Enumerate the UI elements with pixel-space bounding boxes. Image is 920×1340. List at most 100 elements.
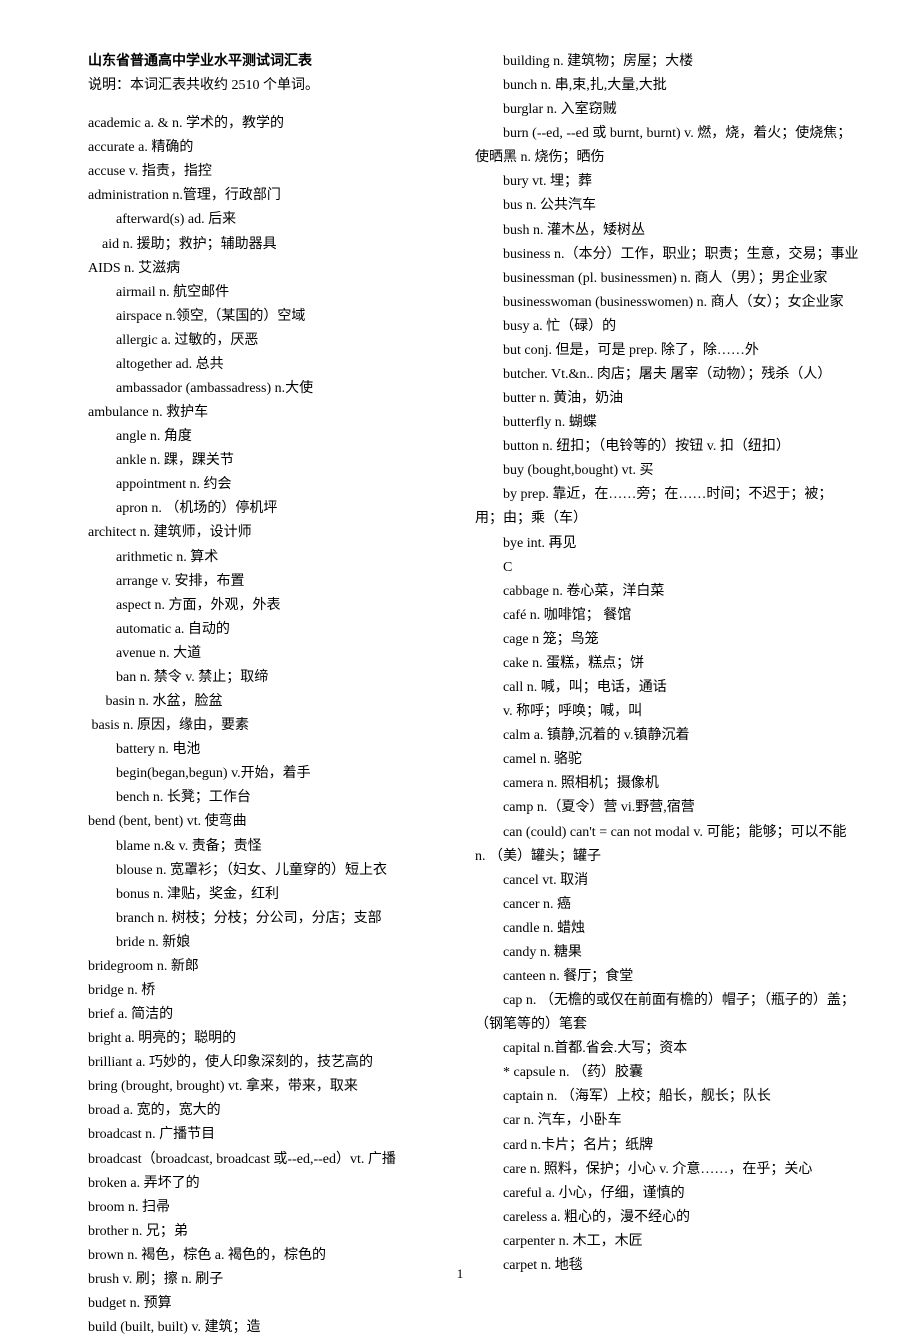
vocab-entry: C: [475, 556, 860, 580]
vocab-entry: cage n 笼；鸟笼: [475, 628, 860, 652]
vocab-entry: candle n. 蜡烛: [475, 917, 860, 941]
vocab-entry: blouse n. 宽罩衫；（妇女、儿童穿的）短上衣: [60, 859, 445, 883]
vocab-entry: afterward(s) ad. 后来: [60, 208, 445, 232]
vocab-entry: capital n.首都.省会.大写；资本: [475, 1037, 860, 1061]
vocab-entry: careless a. 粗心的，漫不经心的: [475, 1206, 860, 1230]
vocab-entry: café n. 咖啡馆； 餐馆: [475, 604, 860, 628]
doc-intro: 说明：本词汇表共收约 2510 个单词。: [60, 74, 445, 98]
vocab-entry: airmail n. 航空邮件: [60, 281, 445, 305]
vocab-entry: bridge n. 桥: [60, 979, 445, 1003]
vocab-entry: broken a. 弄坏了的: [60, 1172, 445, 1196]
vocab-entry: bush n. 灌木丛，矮树丛: [475, 219, 860, 243]
vocab-entry: basis n. 原因，缘由，要素: [60, 714, 445, 738]
vocab-entry: bus n. 公共汽车: [475, 194, 860, 218]
vocab-entry: bunch n. 串,束,扎,大量,大批: [475, 74, 860, 98]
vocab-entry: budget n. 预算: [60, 1292, 445, 1316]
doc-title: 山东省普通高中学业水平测试词汇表: [60, 50, 445, 74]
vocab-entry: cancel vt. 取消: [475, 869, 860, 893]
vocab-entry: begin(began,begun) v.开始，着手: [60, 762, 445, 786]
vocab-entry: basin n. 水盆，脸盆: [60, 690, 445, 714]
vocab-entry: bride n. 新娘: [60, 931, 445, 955]
vocab-entry: camera n. 照相机；摄像机: [475, 772, 860, 796]
vocab-entry: cabbage n. 卷心菜，洋白菜: [475, 580, 860, 604]
vocab-entry: build (built, built) v. 建筑；造: [60, 1316, 445, 1340]
vocab-entry: businessman (pl. businessmen) n. 商人（男）；男…: [475, 267, 860, 291]
vocab-entry: bring (brought, brought) vt. 拿来，带来，取来: [60, 1075, 445, 1099]
vocab-entry: AIDS n. 艾滋病: [60, 257, 445, 281]
vocab-entry: bench n. 长凳；工作台: [60, 786, 445, 810]
vocab-entry: ambulance n. 救护车: [60, 401, 445, 425]
vocab-entry: brilliant a. 巧妙的，使人印象深刻的，技艺高的: [60, 1051, 445, 1075]
vocab-entry: butcher. Vt.&n.. 肉店；屠夫 屠宰（动物）；残杀（人）: [475, 363, 860, 387]
vocab-entry: v. 称呼；呼唤；喊，叫: [475, 700, 860, 724]
vocab-entry: bury vt. 埋；葬: [475, 170, 860, 194]
vocab-entry: ambassador (ambassadress) n.大使: [60, 377, 445, 401]
vocab-entry: bridegroom n. 新郎: [60, 955, 445, 979]
vocab-entry: arrange v. 安排，布置: [60, 570, 445, 594]
vocab-entry: canteen n. 餐厅；食堂: [475, 965, 860, 989]
vocab-entry: by prep. 靠近，在……旁；在……时间；不迟于；被；用；由；乘（车）: [475, 483, 860, 531]
vocab-entry: camp n.（夏令）营 vi.野营,宿营: [475, 796, 860, 820]
vocab-entry: building n. 建筑物；房屋；大楼: [475, 50, 860, 74]
vocab-entry: bye int. 再见: [475, 532, 860, 556]
vocab-entry: bonus n. 津贴，奖金，红利: [60, 883, 445, 907]
vocab-entry: branch n. 树枝；分枝；分公司，分店；支部: [60, 907, 445, 931]
vocab-entry: broadcast（broadcast, broadcast 或--ed,--e…: [60, 1148, 445, 1172]
vocab-entry: careful a. 小心，仔细，谨慎的: [475, 1182, 860, 1206]
vocab-entry: cap n. （无檐的或仅在前面有檐的）帽子；（瓶子的）盖；（钢笔等的）笔套: [475, 989, 860, 1037]
vocab-entry: aspect n. 方面，外观，外表: [60, 594, 445, 618]
vocab-entry: architect n. 建筑师，设计师: [60, 521, 445, 545]
vocab-entry: broad a. 宽的，宽大的: [60, 1099, 445, 1123]
vocab-entry: butter n. 黄油，奶油: [475, 387, 860, 411]
vocab-entry: * capsule n. （药）胶囊: [475, 1061, 860, 1085]
vocab-entry: car n. 汽车，小卧车: [475, 1109, 860, 1133]
vocab-entry: buy (bought,bought) vt. 买: [475, 459, 860, 483]
vocab-entry: captain n. （海军）上校；船长，舰长；队长: [475, 1085, 860, 1109]
vocab-entry: battery n. 电池: [60, 738, 445, 762]
vocab-entry: busy a. 忙（碌）的: [475, 315, 860, 339]
vocab-entry: camel n. 骆驼: [475, 748, 860, 772]
vocab-entry: brother n. 兄；弟: [60, 1220, 445, 1244]
vocab-entry: administration n.管理，行政部门: [60, 184, 445, 208]
vocab-entry: automatic a. 自动的: [60, 618, 445, 642]
vocab-entry: businesswoman (businesswomen) n. 商人（女）；女…: [475, 291, 860, 315]
vocab-entry: but conj. 但是，可是 prep. 除了，除……外: [475, 339, 860, 363]
vocab-entry: airspace n.领空,（某国的）空域: [60, 305, 445, 329]
vocab-entry: call n. 喊，叫；电话，通话: [475, 676, 860, 700]
vocab-entry: allergic a. 过敏的，厌恶: [60, 329, 445, 353]
vocab-entry: candy n. 糖果: [475, 941, 860, 965]
vocab-entry: brief a. 简洁的: [60, 1003, 445, 1027]
right-column: building n. 建筑物；房屋；大楼 bunch n. 串,束,扎,大量,…: [475, 50, 860, 1340]
vocab-entry: accuse v. 指责，指控: [60, 160, 445, 184]
vocab-entry: academic a. & n. 学术的，教学的: [60, 112, 445, 136]
vocab-entry: can (could) can't = can not modal v. 可能；…: [475, 821, 860, 869]
vocab-entry: carpenter n. 木工，木匠: [475, 1230, 860, 1254]
vocab-entry: burglar n. 入室窃贼: [475, 98, 860, 122]
vocab-entry: card n.卡片；名片；纸牌: [475, 1134, 860, 1158]
vocab-entry: arithmetic n. 算术: [60, 546, 445, 570]
vocab-entry: broom n. 扫帚: [60, 1196, 445, 1220]
vocab-entry: brown n. 褐色，棕色 a. 褐色的，棕色的: [60, 1244, 445, 1268]
vocab-entry: angle n. 角度: [60, 425, 445, 449]
vocab-entry: bend (bent, bent) vt. 使弯曲: [60, 810, 445, 834]
vocab-entry: butterfly n. 蝴蝶: [475, 411, 860, 435]
vocab-entry: business n.（本分）工作，职业；职责；生意，交易；事业: [475, 243, 860, 267]
vocab-entry: button n. 纽扣；（电铃等的）按钮 v. 扣（纽扣）: [475, 435, 860, 459]
vocab-entry: aid n. 援助；救护；辅助器具: [60, 233, 445, 257]
vocab-entry: blame n.& v. 责备；责怪: [60, 835, 445, 859]
vocab-entry: broadcast n. 广播节目: [60, 1123, 445, 1147]
vocab-entry: altogether ad. 总共: [60, 353, 445, 377]
vocab-entry: accurate a. 精确的: [60, 136, 445, 160]
left-column: 山东省普通高中学业水平测试词汇表 说明：本词汇表共收约 2510 个单词。 ac…: [60, 50, 445, 1340]
page-number: 1: [0, 1266, 920, 1282]
vocab-entry: appointment n. 约会: [60, 473, 445, 497]
vocab-entry: avenue n. 大道: [60, 642, 445, 666]
vocab-entry: cake n. 蛋糕，糕点；饼: [475, 652, 860, 676]
vocab-entry: burn (--ed, --ed 或 burnt, burnt) v. 燃，烧，…: [475, 122, 860, 170]
vocab-entry: apron n. （机场的）停机坪: [60, 497, 445, 521]
vocab-entry: calm a. 镇静,沉着的 v.镇静沉着: [475, 724, 860, 748]
vocab-entry: bright a. 明亮的；聪明的: [60, 1027, 445, 1051]
vocab-entry: care n. 照料，保护；小心 v. 介意……，在乎；关心: [475, 1158, 860, 1182]
vocab-entry: cancer n. 癌: [475, 893, 860, 917]
vocab-entry: ban n. 禁令 v. 禁止；取缔: [60, 666, 445, 690]
